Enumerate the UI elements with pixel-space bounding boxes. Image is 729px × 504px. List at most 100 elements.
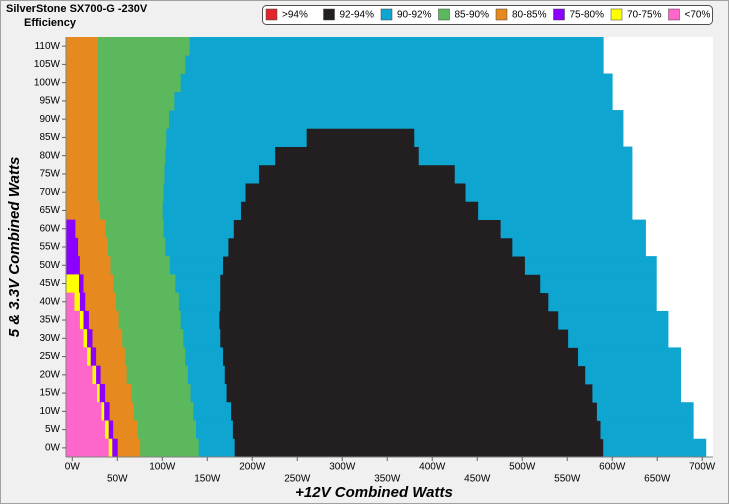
- efficiency-cell: [163, 219, 234, 239]
- efficiency-cell: [90, 347, 97, 367]
- efficiency-cell: [174, 274, 221, 294]
- efficiency-cell: [86, 347, 91, 367]
- x-tick-label: 700W: [689, 462, 716, 473]
- y-tick-label: 35W: [39, 315, 60, 326]
- efficiency-cell: [414, 128, 624, 147]
- efficiency-cell: [133, 402, 194, 421]
- legend-label: 75-80%: [570, 10, 605, 21]
- efficiency-cell: [180, 73, 613, 93]
- efficiency-cell: [227, 237, 513, 257]
- efficiency-cell: [66, 110, 98, 129]
- x-axis-title: +12V Combined Watts: [295, 484, 453, 501]
- efficiency-cell: [66, 365, 93, 385]
- efficiency-cell: [540, 274, 657, 294]
- efficiency-cell: [88, 310, 119, 330]
- efficiency-cell: [169, 256, 223, 275]
- efficiency-cell: [454, 164, 633, 184]
- efficiency-cell: [109, 402, 134, 421]
- efficiency-cell: [97, 110, 169, 129]
- efficiency-cell: [104, 219, 164, 239]
- efficiency-cell: [97, 55, 186, 74]
- efficiency-cell: [173, 91, 613, 111]
- x-tick-label: 250W: [284, 474, 311, 485]
- efficiency-cell: [245, 183, 466, 202]
- x-tick-label: 200W: [239, 462, 266, 473]
- efficiency-cell: [195, 420, 233, 440]
- y-axis-title: 5 & 3.3V Combined Watts: [6, 157, 23, 338]
- efficiency-cell: [184, 347, 223, 367]
- x-tick-label: 550W: [554, 474, 581, 485]
- efficiency-cell: [233, 219, 502, 239]
- efficiency-cell: [66, 183, 98, 202]
- efficiency-cell: [84, 292, 116, 312]
- efficiency-cell: [96, 383, 100, 403]
- efficiency-cell: [97, 146, 166, 166]
- efficiency-cell: [108, 438, 113, 458]
- efficiency-cell: [240, 201, 479, 221]
- efficiency-cell: [79, 292, 86, 312]
- x-tick-label: 400W: [419, 462, 446, 473]
- legend-label: 90-92%: [397, 10, 432, 21]
- efficiency-cell: [418, 146, 633, 166]
- y-tick-label: 100W: [34, 77, 61, 88]
- efficiency-cell: [603, 438, 707, 458]
- efficiency-cell: [78, 274, 84, 294]
- legend-swatch: [323, 8, 335, 21]
- efficiency-cell: [66, 329, 84, 348]
- y-tick-label: 30W: [39, 333, 60, 344]
- efficiency-cell: [66, 146, 98, 166]
- efficiency-cell: [104, 383, 132, 403]
- legend-swatch: [495, 8, 508, 21]
- efficiency-cell: [108, 420, 114, 440]
- efficiency-cell: [79, 310, 84, 330]
- efficiency-cell: [124, 347, 186, 367]
- efficiency-cell: [77, 237, 108, 257]
- legend-label: >94%: [282, 10, 308, 21]
- y-tick-label: 10W: [39, 406, 60, 417]
- efficiency-cell: [118, 310, 181, 330]
- efficiency-cell: [66, 55, 98, 74]
- efficiency-cell: [524, 256, 657, 275]
- y-tick-label: 0W: [45, 443, 61, 454]
- y-tick-label: 85W: [39, 132, 60, 143]
- y-tick-label: 110W: [35, 41, 61, 52]
- efficiency-cell: [137, 420, 196, 440]
- efficiency-cell: [230, 402, 598, 421]
- efficiency-cell: [104, 420, 109, 440]
- efficiency-cell: [83, 274, 114, 294]
- efficiency-cell: [117, 438, 141, 458]
- efficiency-cell: [92, 329, 123, 348]
- efficiency-cell: [95, 365, 101, 385]
- efficiency-cell: [66, 91, 98, 111]
- legend-box: [262, 5, 713, 25]
- efficiency-cell: [274, 146, 420, 166]
- chart-title: SilverStone SX700-G -230V: [6, 3, 148, 15]
- efficiency-cell: [66, 201, 100, 221]
- legend-label: 80-85%: [512, 10, 547, 21]
- efficiency-cell: [66, 237, 79, 257]
- efficiency-cell: [180, 310, 220, 330]
- efficiency-cell: [66, 164, 98, 184]
- efficiency-cell: [115, 292, 179, 312]
- efficiency-cell: [182, 329, 221, 348]
- efficiency-cell: [139, 438, 199, 458]
- y-tick-label: 80W: [39, 150, 60, 161]
- efficiency-cell: [103, 402, 110, 421]
- efficiency-cell: [219, 274, 541, 294]
- efficiency-cell: [79, 256, 111, 275]
- x-tick-label: 650W: [644, 474, 671, 485]
- efficiency-cell: [478, 201, 633, 221]
- efficiency-cell: [74, 292, 80, 312]
- efficiency-cell: [512, 237, 646, 257]
- x-tick-label: 350W: [374, 474, 401, 485]
- legend-swatch: [380, 8, 393, 21]
- efficiency-cell: [465, 183, 633, 202]
- efficiency-cell: [100, 365, 127, 385]
- efficiency-cell: [164, 237, 229, 257]
- efficiency-cell: [178, 292, 221, 312]
- efficiency-cell: [585, 365, 682, 385]
- efficiency-cell: [97, 164, 165, 184]
- efficiency-cell: [92, 365, 97, 385]
- efficiency-cell: [222, 347, 579, 367]
